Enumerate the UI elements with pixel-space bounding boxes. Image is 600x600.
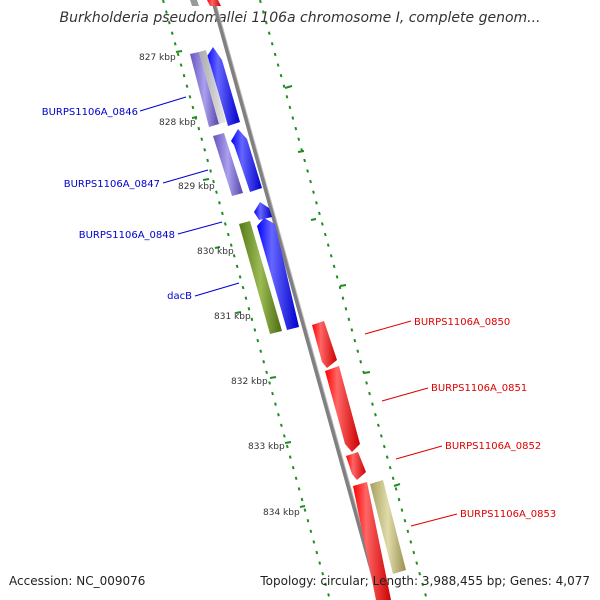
gene-label-0850[interactable]: BURPS1106A_0850 <box>414 317 510 328</box>
tick-label: 830 kbp <box>197 247 234 257</box>
backbone-line <box>211 0 382 600</box>
reverse-strand-cds <box>312 321 391 600</box>
cog-bar-dacB <box>239 221 282 334</box>
tick-label: 833 kbp <box>248 442 285 452</box>
cds-arrow-dacB[interactable] <box>257 218 299 330</box>
gene-label-0846[interactable]: BURPS1106A_0846 <box>42 107 138 118</box>
forward-strand-cds <box>206 47 299 330</box>
cds-arrow-0846[interactable] <box>206 47 240 126</box>
gene-labels: BURPS1106A_0846 BURPS1106A_0847 BURPS110… <box>42 107 557 520</box>
gene-label-0851[interactable]: BURPS1106A_0851 <box>431 383 527 394</box>
cds-arrow-0851[interactable] <box>325 366 360 452</box>
cds-arrow-0853[interactable] <box>353 482 391 600</box>
cds-arrow-0847[interactable] <box>231 129 262 192</box>
tick-label: 828 kbp <box>159 118 196 128</box>
gene-label-0848[interactable]: BURPS1106A_0848 <box>79 230 175 241</box>
gene-label-dacB[interactable]: dacB <box>167 291 192 302</box>
axis-dotted-right <box>259 0 428 600</box>
cog-bar-0846 <box>190 52 219 127</box>
accession-text: Accession: NC_009076 <box>9 574 146 588</box>
partial-feature-red <box>207 0 221 6</box>
tick-label: 827 kbp <box>139 53 176 63</box>
axis-dotted-left <box>162 0 331 600</box>
cog-bar-0846-grey <box>199 50 226 124</box>
cds-arrow-0848[interactable] <box>254 202 272 220</box>
tick-label: 834 kbp <box>263 508 300 518</box>
gene-label-0847[interactable]: BURPS1106A_0847 <box>64 179 160 190</box>
cog-bars-forward <box>190 50 282 334</box>
cds-arrow-0850[interactable] <box>312 321 337 368</box>
label-leaders <box>139 96 458 527</box>
map-title: Burkholderia pseudomallei 1106a chromoso… <box>59 10 541 26</box>
partial-feature-grey <box>190 0 199 6</box>
cds-arrow-0852[interactable] <box>346 452 366 480</box>
cog-bar-0853 <box>370 480 406 574</box>
gene-label-0853[interactable]: BURPS1106A_0853 <box>460 509 556 520</box>
summary-text: Topology: circular; Length: 3,988,455 bp… <box>260 574 590 588</box>
tick-label: 831 kbp <box>214 312 251 322</box>
tick-label: 832 kbp <box>231 377 268 387</box>
gene-label-0852[interactable]: BURPS1106A_0852 <box>445 441 541 452</box>
cog-bar-0847 <box>213 133 243 196</box>
tick-label: 829 kbp <box>178 182 215 192</box>
backbone-highlight <box>214 0 383 600</box>
gc-dashes <box>175 50 401 508</box>
tick-marks: 827 kbp 828 kbp 829 kbp 830 kbp 831 kbp … <box>139 53 300 518</box>
